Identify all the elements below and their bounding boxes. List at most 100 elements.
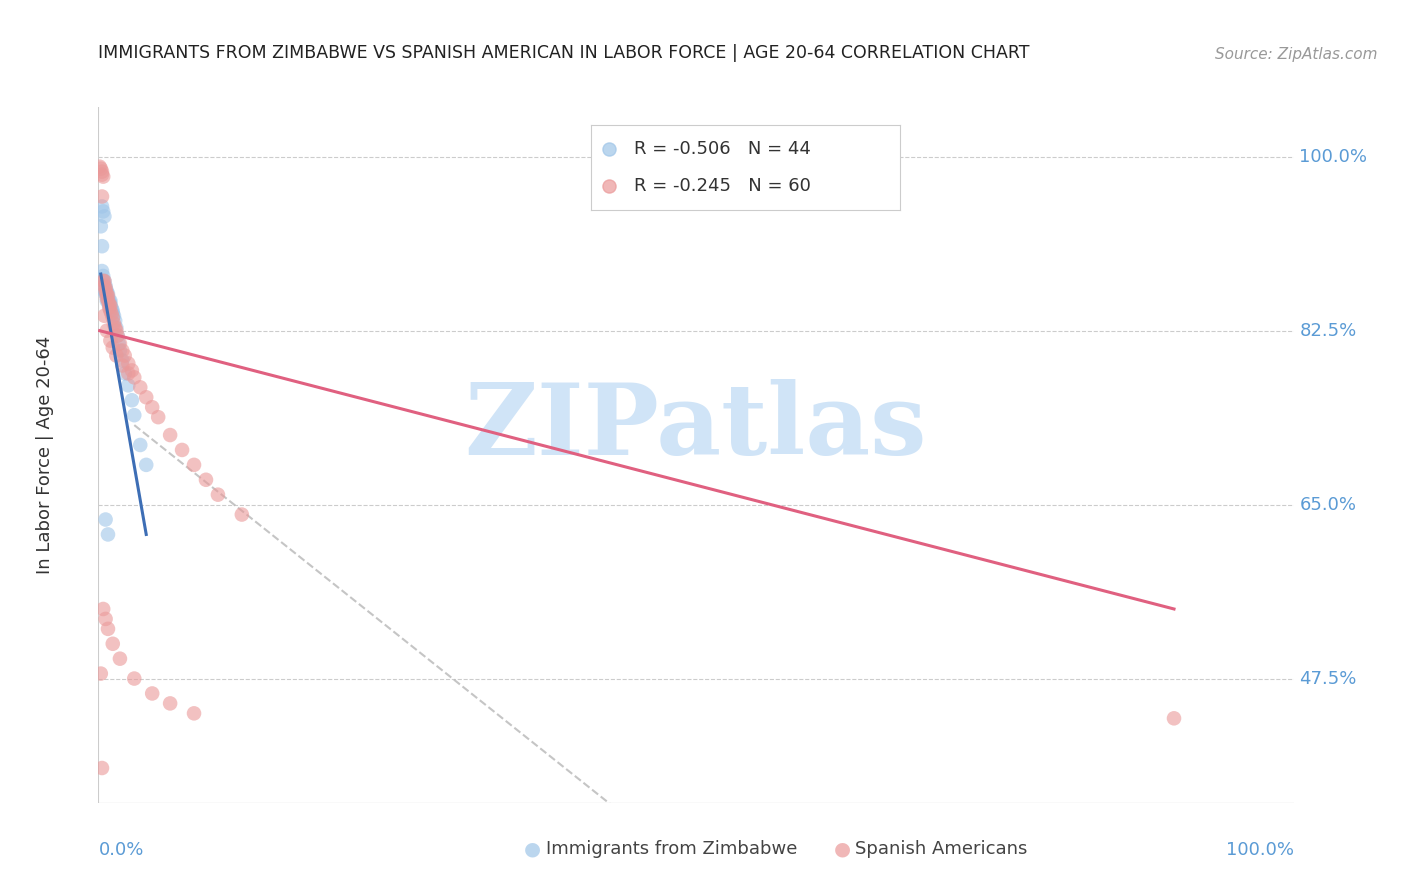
Point <box>91 204 114 219</box>
Point <box>141 686 163 700</box>
Point <box>183 458 205 472</box>
Text: 47.5%: 47.5% <box>1299 670 1357 688</box>
Point <box>141 401 163 415</box>
Text: 82.5%: 82.5% <box>1299 322 1357 340</box>
Point <box>93 279 115 293</box>
Point <box>111 343 134 358</box>
Text: In Labor Force | Age 20-64: In Labor Force | Age 20-64 <box>35 335 53 574</box>
Point <box>94 286 117 301</box>
Point <box>121 363 143 377</box>
Point <box>98 297 121 311</box>
Text: 100.0%: 100.0% <box>1226 841 1294 859</box>
Point <box>98 299 122 313</box>
Point <box>90 161 112 176</box>
Point <box>117 367 139 381</box>
Point <box>91 239 114 253</box>
Point <box>107 328 129 343</box>
Point <box>96 284 118 298</box>
Point <box>91 264 114 278</box>
Point <box>97 291 120 305</box>
Point <box>94 281 117 295</box>
Point <box>98 297 122 311</box>
Point <box>598 142 620 156</box>
Point <box>97 289 120 303</box>
Point <box>91 602 114 616</box>
Point <box>91 761 114 775</box>
Point <box>135 458 157 472</box>
Text: 65.0%: 65.0% <box>1299 496 1357 514</box>
Point <box>135 390 157 404</box>
Point <box>91 274 114 288</box>
Text: ZIPatlas: ZIPatlas <box>465 378 927 475</box>
Text: R = -0.506   N = 44: R = -0.506 N = 44 <box>634 140 811 158</box>
Point <box>101 637 124 651</box>
Point <box>94 512 117 526</box>
Point <box>96 286 118 301</box>
Point <box>93 210 115 224</box>
Point <box>117 356 139 370</box>
Point <box>93 279 115 293</box>
Point <box>124 672 146 686</box>
Point <box>107 328 129 343</box>
Point <box>100 301 122 315</box>
Point <box>90 219 112 234</box>
Point <box>598 178 620 193</box>
Point <box>97 293 120 308</box>
Point <box>98 334 122 348</box>
Point <box>93 274 115 288</box>
Point <box>104 314 127 328</box>
Text: IMMIGRANTS FROM ZIMBABWE VS SPANISH AMERICAN IN LABOR FORCE | AGE 20-64 CORRELAT: IMMIGRANTS FROM ZIMBABWE VS SPANISH AMER… <box>98 45 1031 62</box>
Point <box>94 612 117 626</box>
Point <box>105 349 128 363</box>
Point <box>148 410 170 425</box>
Point <box>93 309 115 323</box>
Point <box>105 324 128 338</box>
Point <box>96 293 118 308</box>
Point <box>97 293 120 308</box>
Point <box>101 303 124 318</box>
Point <box>101 307 124 321</box>
Point <box>98 293 121 308</box>
Point <box>103 309 125 323</box>
Text: Source: ZipAtlas.com: Source: ZipAtlas.com <box>1215 47 1378 62</box>
Point <box>103 317 125 331</box>
Point <box>124 408 146 422</box>
Point <box>129 438 152 452</box>
Point <box>108 651 131 665</box>
Point <box>114 349 136 363</box>
Point <box>100 307 122 321</box>
Point <box>98 293 122 308</box>
Point <box>172 442 194 457</box>
Point <box>101 310 124 325</box>
Point <box>231 508 253 522</box>
Point <box>97 527 120 541</box>
Point <box>1163 711 1185 725</box>
Point <box>129 380 152 394</box>
Point <box>96 289 118 303</box>
Text: ●: ● <box>834 839 851 859</box>
Point <box>94 284 117 298</box>
Point <box>98 301 122 315</box>
Point <box>91 169 114 184</box>
Point <box>97 622 120 636</box>
Point <box>108 343 131 358</box>
Point <box>117 378 139 392</box>
Point <box>111 353 134 368</box>
Point <box>91 168 114 182</box>
Point <box>124 370 146 384</box>
Point <box>207 488 229 502</box>
Point <box>93 274 115 288</box>
Point <box>105 320 128 334</box>
Point <box>101 341 124 355</box>
Text: R = -0.245   N = 60: R = -0.245 N = 60 <box>634 177 811 194</box>
Point <box>90 666 112 681</box>
Text: 100.0%: 100.0% <box>1299 148 1368 166</box>
Point <box>91 164 114 178</box>
Point <box>91 199 114 213</box>
Point <box>96 291 118 305</box>
Point <box>89 160 111 174</box>
Text: ●: ● <box>524 839 541 859</box>
Point <box>194 473 217 487</box>
Point <box>96 324 118 338</box>
Point <box>108 336 131 351</box>
